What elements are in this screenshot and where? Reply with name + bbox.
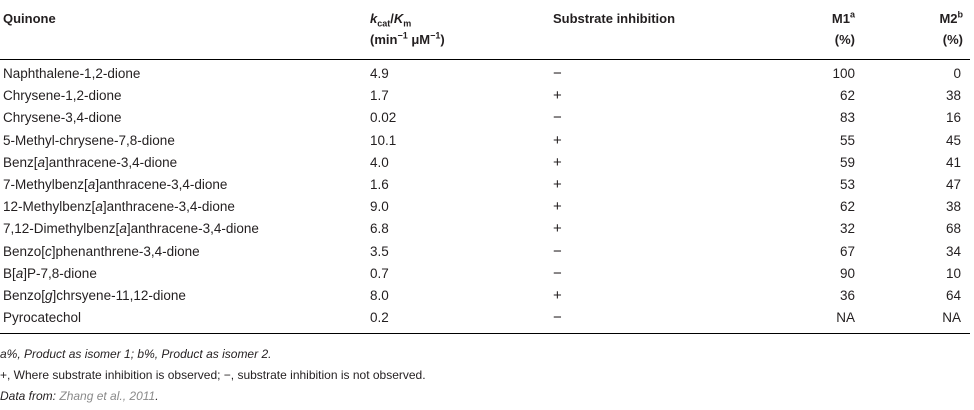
m1-value: 83 [839,110,855,126]
quinone-name: Naphthalene-1,2-dione [3,66,141,81]
quinone-name: Chrysene-1,2-dione [3,88,122,104]
quinone-name: Chrysene-3,4-dione [3,110,122,126]
table-row: Chrysene-3,4-dione 0.02 − 83 16 [0,107,970,129]
m2-value: 16 [945,110,961,126]
quinone-kinetics-table: Quinone kcat/Km Substrate inhibition M1a… [0,4,970,335]
header-m1-unit: (%) [745,29,855,60]
m1-value: 53 [839,177,855,193]
quinone-name: Benz[a]anthracene-3,4-dione [3,154,178,170]
substrate-inhibition-value: + [553,131,562,149]
table-row: 5-Methyl-chrysene-7,8-dione 10.1 +55 45 [0,130,970,152]
header-m1: M1a [831,9,855,26]
footnote-source: Data from: Zhang et al., 2011. [0,389,159,403]
substrate-inhibition-value: + [553,220,562,238]
substrate-inhibition-value: − [553,264,562,282]
m2-value: 47 [945,177,961,193]
kcat-value: 0.02 [370,110,397,126]
substrate-inhibition-value: − [553,109,562,127]
footnote-inhibition: +, Where substrate inhibition is observe… [0,368,426,382]
m2-value: NA [855,307,970,335]
kcat-value: 4.0 [370,154,389,170]
m1-value: 90 [839,265,855,281]
header-kcat-km: kcat/Km [370,11,412,29]
header-m2-unit: (%) [855,29,970,60]
quinone-name: Benzo[c]phenanthrene-3,4-dione [3,243,200,259]
table-row: Pyrocatechol 0.2− NA NA [0,307,970,335]
reference-link[interactable]: Zhang et al., 2011 [59,389,156,403]
kcat-value: 0.2 [370,307,540,335]
kcat-value: 9.0 [370,199,389,215]
m2-value: 68 [945,221,961,237]
substrate-inhibition-value: + [553,153,562,171]
kcat-value: 8.0 [370,288,389,304]
header-m2: M2b [939,9,963,26]
table-row: Benzo[g]chrsyene-11,12-dione 8.0 +36 64 [0,285,970,307]
m1-value: 32 [839,221,855,237]
m1-value: 100 [832,66,855,81]
m1-value: 62 [839,199,855,215]
m2-value: 0 [953,66,961,81]
m2-value: 10 [945,265,961,281]
table-row: B[a]P-7,8-dione 0.7 − 90 10 [0,263,970,285]
m2-value: 34 [945,243,961,259]
m2-value: 64 [945,288,961,304]
m1-value: 67 [839,243,855,259]
header-blank-2 [540,29,745,60]
header-kcat-units: (min−1 μM−1) [370,29,540,60]
m1-value: 62 [839,88,855,104]
substrate-inhibition-value: − [553,242,562,260]
m1-value: 59 [839,154,855,170]
quinone-name: B[a]P-7,8-dione [3,265,97,281]
table-row: Benz[a]anthracene-3,4-dione 4.0 +59 41 [0,152,970,174]
footnote-isomers: a%, Product as isomer 1; b%, Product as … [0,347,272,361]
kcat-value: 10.1 [370,132,397,148]
table-body: Naphthalene-1,2-dione 4.9 − 100 0 Chrysene-1,… [0,60,970,335]
substrate-inhibition-value: + [553,87,562,105]
substrate-inhibition-value: − [540,307,745,335]
m2-value: 45 [945,132,961,148]
table-row: Chrysene-1,2-dione 1.7 +62 38 [0,85,970,107]
quinone-name: 12-Methylbenz[a]anthracene-3,4-dione [3,199,235,215]
kcat-value: 0.7 [370,265,389,281]
quinone-name: Benzo[g]chrsyene-11,12-dione [3,288,186,304]
substrate-inhibition-value: + [553,198,562,216]
m1-value: NA [745,307,855,335]
quinone-name: Pyrocatechol [0,307,370,335]
table-row: Naphthalene-1,2-dione 4.9 − 100 0 [0,60,970,86]
kcat-value: 6.8 [370,221,389,237]
m2-value: 38 [945,199,961,215]
quinone-name: 5-Methyl-chrysene-7,8-dione [3,132,175,148]
m1-value: 55 [839,132,855,148]
kcat-value: 4.9 [370,66,389,81]
substrate-inhibition-value: + [553,176,562,194]
header-blank [0,29,370,60]
quinone-name: 7-Methylbenz[a]anthracene-3,4-dione [3,177,228,193]
table-row: Benzo[c]phenanthrene-3,4-dione 3.5 − 67 34 [0,241,970,263]
substrate-inhibition-value: − [553,65,562,82]
table-row: 7,12-Dimethylbenz[a]anthracene-3,4-dione… [0,218,970,240]
header-substrate-inhibition: Substrate inhibition [553,11,676,26]
substrate-inhibition-value: + [553,287,562,305]
m2-value: 41 [945,154,961,170]
m1-value: 36 [839,288,855,304]
header-quinone: Quinone [3,11,56,26]
quinone-name: 7,12-Dimethylbenz[a]anthracene-3,4-dione [3,221,259,237]
kcat-value: 3.5 [370,243,389,259]
table-row: 7-Methylbenz[a]anthracene-3,4-dione 1.6 +5… [0,174,970,196]
table-row: 12-Methylbenz[a]anthracene-3,4-dione 9.0 +… [0,196,970,218]
table-header: Quinone kcat/Km Substrate inhibition M1a… [0,4,970,60]
kcat-value: 1.6 [370,177,389,193]
kcat-value: 1.7 [370,88,389,104]
m2-value: 38 [945,88,961,104]
table-footnotes: a%, Product as isomer 1; b%, Product as … [0,344,426,407]
